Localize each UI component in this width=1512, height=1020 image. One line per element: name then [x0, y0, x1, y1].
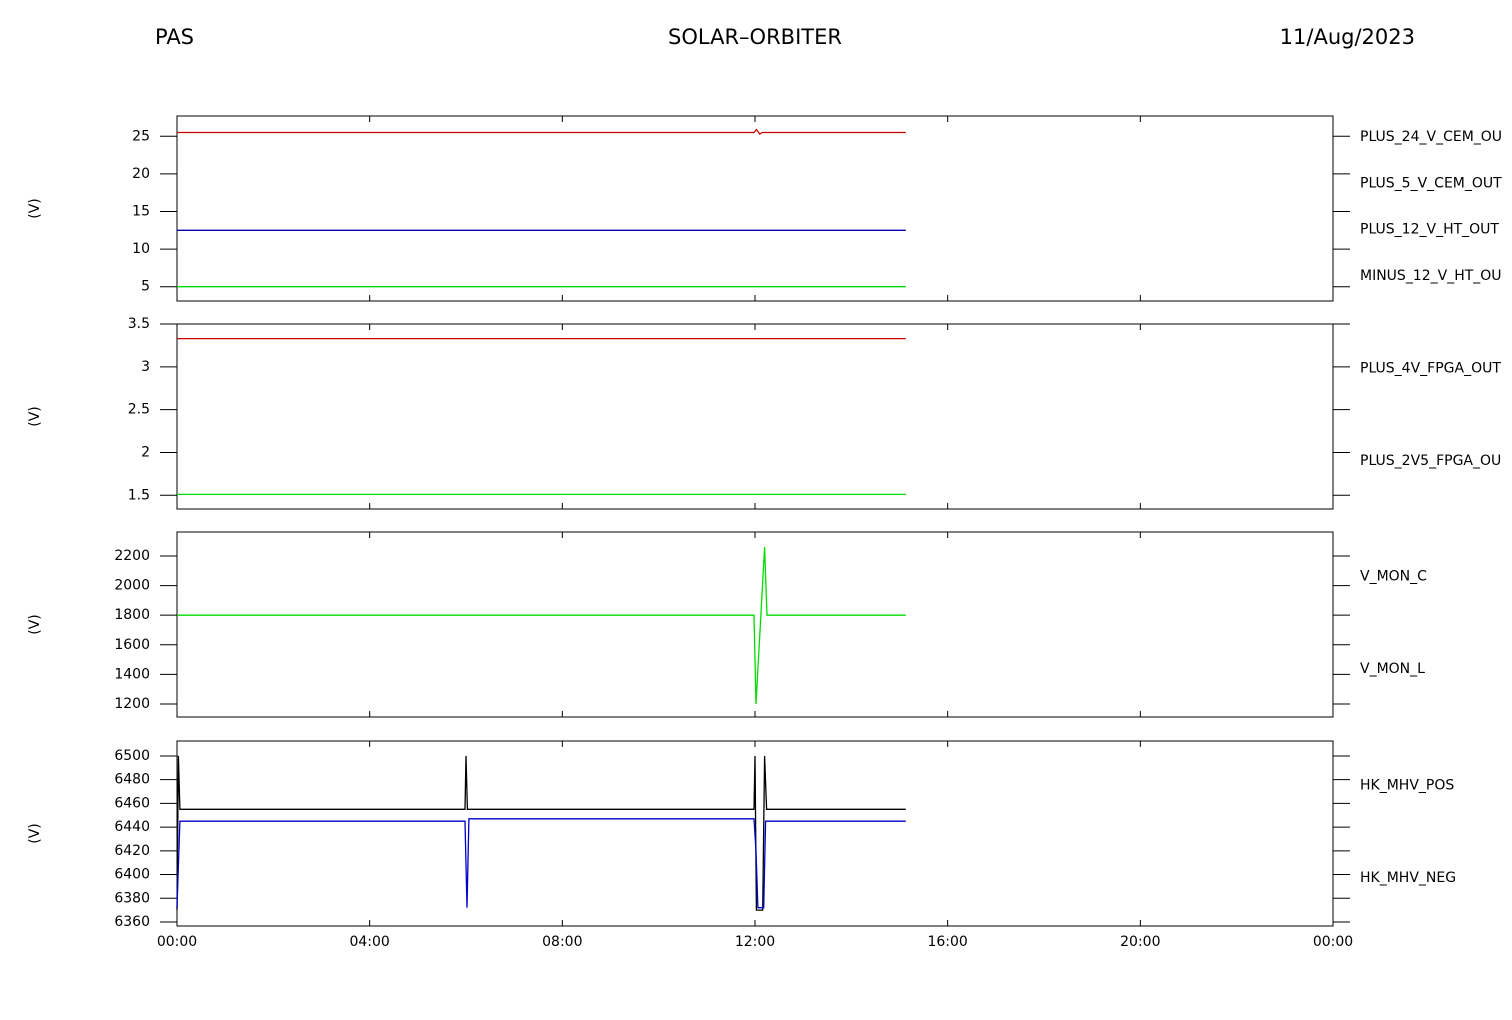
legend-label: MINUS_12_V_HT_OU	[1360, 268, 1502, 284]
x-tick-label: 20:00	[1120, 934, 1160, 950]
data-line	[177, 128, 906, 135]
legend-label: HK_MHV_NEG	[1360, 870, 1456, 886]
data-line	[176, 755, 906, 911]
header-left: PAS	[155, 25, 194, 49]
legend-label: PLUS_2V5_FPGA_OU	[1360, 453, 1501, 469]
y-tick-label: 2.5	[128, 402, 150, 418]
plot-frame	[176, 531, 1334, 718]
legend-label: PLUS_4V_FPGA_OUT	[1360, 360, 1501, 376]
y-tick-label: 2000	[114, 578, 150, 594]
legend-label: PLUS_24_V_CEM_OU	[1360, 129, 1502, 145]
y-tick-label: 1200	[114, 696, 150, 712]
y-tick-label: 1400	[114, 666, 150, 682]
legend-label: PLUS_5_V_CEM_OUT	[1360, 175, 1502, 191]
y-tick-label: 1.5	[128, 487, 150, 503]
header-center: SOLAR–ORBITER	[668, 25, 842, 49]
y-tick-label: 6360	[114, 914, 150, 930]
y-tick-label: 5	[141, 279, 150, 295]
x-tick-label: 04:00	[349, 934, 389, 950]
y-tick-label: 6420	[114, 843, 150, 859]
y-axis-label: (V)	[27, 198, 43, 219]
x-tick-label: 12:00	[735, 934, 775, 950]
y-tick-label: 25	[132, 128, 150, 144]
legend-label: PLUS_12_V_HT_OUT	[1360, 222, 1499, 238]
y-tick-label: 3.5	[128, 316, 150, 332]
x-tick-label: 16:00	[927, 934, 967, 950]
data-line	[176, 818, 906, 909]
y-tick-label: 3	[141, 359, 150, 375]
y-tick-label: 1600	[114, 637, 150, 653]
x-tick-label: 00:00	[1313, 934, 1353, 950]
y-tick-label: 1800	[114, 607, 150, 623]
y-axis-label: (V)	[27, 823, 43, 844]
y-tick-label: 6400	[114, 867, 150, 883]
plot-frame	[176, 323, 1334, 510]
header-right: 11/Aug/2023	[1280, 25, 1415, 49]
x-tick-label: 08:00	[542, 934, 582, 950]
legend-label: HK_MHV_POS	[1360, 777, 1454, 793]
y-tick-label: 10	[132, 241, 150, 257]
y-axis-label: (V)	[27, 406, 43, 427]
x-tick-label: 00:00	[157, 934, 197, 950]
legend-label: V_MON_L	[1360, 661, 1425, 677]
y-tick-label: 6460	[114, 795, 150, 811]
y-tick-label: 6480	[114, 772, 150, 788]
y-tick-label: 6380	[114, 890, 150, 906]
plot-frame	[176, 115, 1334, 302]
y-tick-label: 6500	[114, 748, 150, 764]
y-tick-label: 6440	[114, 819, 150, 835]
y-tick-label: 2200	[114, 548, 150, 564]
y-tick-label: 2	[141, 444, 150, 460]
y-axis-label: (V)	[27, 614, 43, 635]
y-tick-label: 20	[132, 166, 150, 182]
data-line	[177, 547, 906, 705]
legend-label: V_MON_C	[1360, 568, 1427, 584]
y-tick-label: 15	[132, 204, 150, 220]
